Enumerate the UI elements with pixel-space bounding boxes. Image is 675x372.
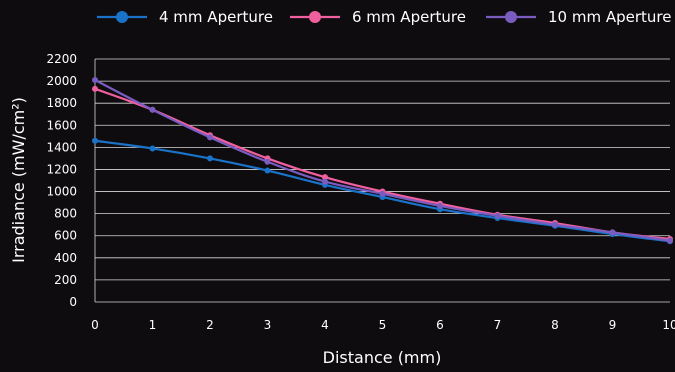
legend-label: 10 mm Aperture (548, 8, 671, 26)
x-tick-label: 1 (149, 318, 157, 332)
x-tick-label: 8 (551, 318, 559, 332)
x-axis-title: Distance (mm) (323, 348, 442, 367)
x-tick-label: 3 (264, 318, 272, 332)
data-point (322, 178, 328, 185)
legend-item-1: 6 mm Aperture (290, 8, 466, 26)
legend-label: 4 mm Aperture (159, 8, 273, 26)
y-tick-label: 0 (69, 295, 77, 309)
x-tick-label: 10 (662, 318, 675, 332)
y-tick-label: 2000 (46, 74, 77, 88)
y-axis-title: Irradiance (mW/cm²) (9, 97, 28, 263)
data-point (667, 237, 673, 244)
series-line (94, 79, 671, 242)
legend-swatch-marker (505, 11, 517, 23)
x-tick-label: 5 (379, 318, 387, 332)
data-point (207, 134, 213, 141)
data-point (264, 158, 271, 165)
data-point (379, 190, 386, 197)
x-tick-label: 7 (494, 318, 502, 332)
y-tick-label: 1200 (46, 162, 77, 176)
legend: 4 mm Aperture 6 mm Aperture 10 mm Aperture (97, 8, 671, 26)
data-point (92, 76, 98, 83)
data-point (552, 221, 558, 228)
legend-item-0: 4 mm Aperture (97, 8, 273, 26)
y-axis-ticks: 0 200 400 600 800 1000 1200 1400 1600 1800 2000 220… (46, 52, 77, 309)
data-point (264, 167, 271, 174)
data-point (207, 155, 213, 162)
y-tick-label: 2200 (46, 52, 77, 66)
series-line (94, 87, 671, 241)
x-axis-ticks: 0 1 2 3 4 5 6 7 8 9 10 (91, 318, 675, 332)
data-point (609, 229, 616, 236)
legend-swatch-marker (309, 11, 321, 23)
series-lines (92, 76, 673, 245)
series-2 (92, 76, 673, 244)
data-point (322, 174, 328, 181)
x-tick-label: 2 (206, 318, 214, 332)
legend-label: 6 mm Aperture (352, 8, 466, 26)
data-point (149, 106, 156, 113)
x-tick-label: 6 (436, 318, 444, 332)
data-point (494, 212, 501, 219)
grid-lines (94, 58, 670, 303)
x-tick-label: 4 (321, 318, 329, 332)
y-tick-label: 400 (54, 251, 77, 265)
x-tick-label: 0 (91, 318, 99, 332)
legend-item-2: 10 mm Aperture (486, 8, 671, 26)
data-point (437, 202, 443, 209)
legend-swatch-marker (116, 11, 128, 23)
y-tick-label: 800 (54, 207, 77, 221)
data-point (149, 145, 156, 152)
y-tick-label: 1600 (46, 118, 77, 132)
y-tick-label: 1000 (46, 185, 77, 199)
y-tick-label: 1400 (46, 140, 77, 154)
x-tick-label: 9 (609, 318, 617, 332)
data-point (92, 137, 98, 144)
y-tick-label: 600 (54, 229, 77, 243)
y-tick-label: 1800 (46, 96, 77, 110)
y-tick-label: 200 (54, 273, 77, 287)
series-1 (92, 85, 673, 243)
data-point (92, 85, 98, 92)
